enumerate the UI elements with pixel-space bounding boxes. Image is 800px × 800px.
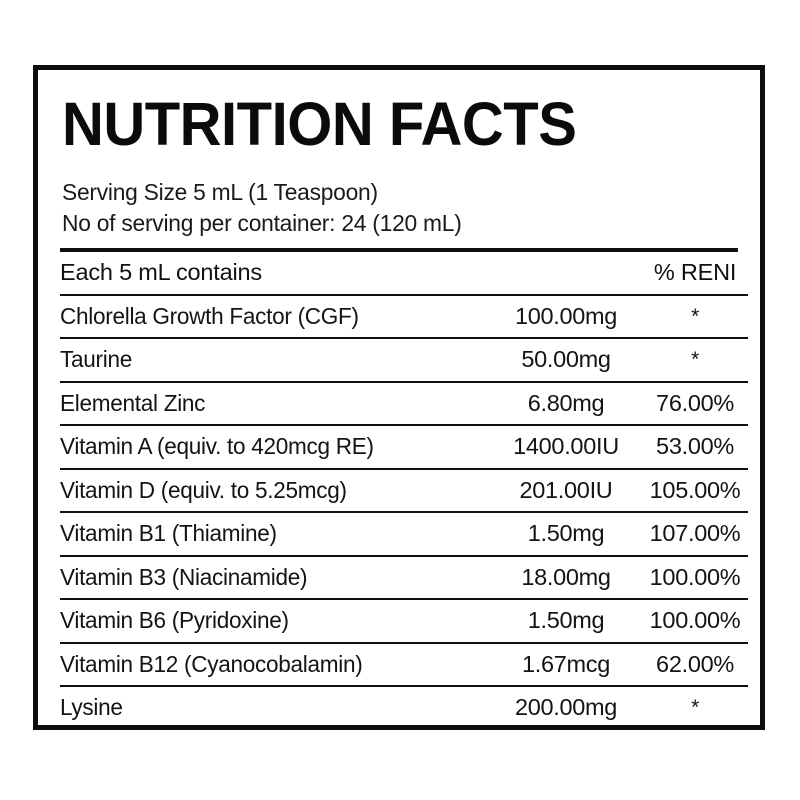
nutrient-name-text: Vitamin D (equiv. to 5.25mcg) [60,476,347,503]
nutrient-amount: 1.50mg [490,599,642,644]
servings-per-container-text: No of serving per container: 24 (120 mL) [62,210,462,237]
nutrient-name: Vitamin B3 (Niacinamide) [60,555,490,600]
nutrient-name: Elemental Zinc [60,381,490,426]
nutrient-amount: 18.00mg [490,555,642,600]
nutrient-amount: 1.67mcg [490,642,642,687]
table-row: Vitamin B12 (Cyanocobalamin) 1.67mcg 62.00… [60,642,748,687]
table-header-row: Each 5 mL contains % RENI [60,251,748,296]
nutrient-amount: 50.00mg [490,338,642,383]
nutrient-amount: 1400.00IU [490,425,642,470]
nutrient-reni-value: 107.00% [642,512,748,557]
nutrient-name-text: Vitamin B3 (Niacinamide) [60,563,308,590]
table-row: Vitamin D (equiv. to 5.25mcg) 201.00IU 105… [60,468,748,513]
nutrient-amount: 200.00mg [514,694,618,721]
nutrient-name: Vitamin B1 (Thiamine) [60,512,490,557]
nutrient-name: Vitamin D (equiv. to 5.25mcg) [60,468,490,513]
nutrient-reni-asterisk: * [691,696,699,720]
serving-size-text: Serving Size 5 mL (1 Teaspoon) [62,179,378,205]
nutrient-name: Taurine [60,338,490,383]
nutrient-name-text: Chlorella Growth Factor (CGF) [60,302,359,329]
nutrient-name-text: Vitamin B12 (Cyanocobalamin) [60,650,363,677]
table-row: Elemental Zinc 6.80mg 76.00% [60,381,748,426]
nutrient-name-text: Vitamin A (equiv. to 420mcg RE) [60,433,374,460]
nutrition-facts-panel: NUTRITION FACTS Serving Size 5 mL (1 Tea… [33,65,765,730]
nutrient-name: Vitamin A (equiv. to 420mcg RE) [60,425,490,470]
nutrient-reni-value: 53.00% [642,425,748,470]
nutrient-reni-value: 62.00% [642,642,748,687]
table-row: Vitamin B3 (Niacinamide) 18.00mg 100.00% [60,555,748,600]
column-header-reni: % RENI [642,251,748,296]
nutrient-amount: 201.00IU [490,468,642,513]
page-title: NUTRITION FACTS [62,90,577,158]
nutrient-name: Vitamin B12 (Cyanocobalamin) [60,642,490,687]
nutrient-name-text: Lysine [60,694,123,721]
nutrient-name-text: Elemental Zinc [60,389,206,416]
nutrient-amount: 100.00mg [490,294,642,339]
column-header-amount [490,251,642,296]
nutrition-facts-content: NUTRITION FACTS Serving Size 5 mL (1 Tea… [38,94,760,749]
nutrient-name-text: Vitamin B1 (Thiamine) [60,520,277,547]
header-divider [60,247,738,252]
table-row: Vitamin B1 (Thiamine) 1.50mg 107.00% [60,512,748,557]
nutrient-name-text: Taurine [60,346,132,373]
nutrient-reni-value: 76.00% [642,381,748,426]
nutrient-table: Each 5 mL contains % RENI Chlorella Grow… [60,251,748,729]
nutrient-reni-value: 100.00% [642,555,748,600]
serving-information: Serving Size 5 mL (1 Teaspoon) No of ser… [62,177,738,240]
column-header-name: Each 5 mL contains [60,251,490,296]
nutrient-reni-value: 100.00% [642,599,748,644]
nutrient-name: Vitamin B6 (Pyridoxine) [60,599,490,644]
table-row: Vitamin A (equiv. to 420mcg RE) 1400.00IU… [60,425,748,470]
nutrient-table-body: Each 5 mL contains % RENI Chlorella Grow… [60,251,748,729]
nutrient-amount: 1.50mg [490,512,642,557]
nutrient-name-text: Vitamin B6 (Pyridoxine) [60,607,289,634]
table-row: Taurine 50.00mg * [60,338,748,383]
nutrient-amount: 6.80mg [490,381,642,426]
nutrient-reni-asterisk: * [642,294,748,339]
table-row: Vitamin B6 (Pyridoxine) 1.50mg 100.00% [60,599,748,644]
table-row: Lysine 200.00mg * [60,686,748,729]
nutrient-reni-asterisk: * [642,338,748,383]
table-row: Chlorella Growth Factor (CGF) 100.00mg * [60,294,748,339]
nutrient-name: Chlorella Growth Factor (CGF) [60,294,490,339]
nutrient-name: Lysine [60,686,490,729]
nutrient-reni-value: 105.00% [642,468,748,513]
